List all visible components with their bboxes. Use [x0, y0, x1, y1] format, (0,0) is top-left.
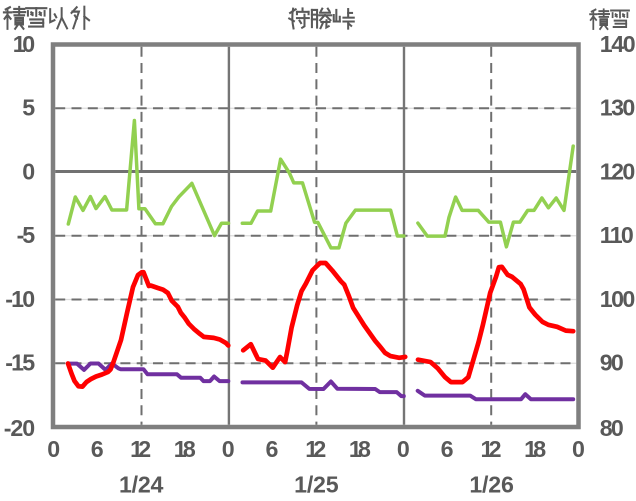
- svg-text:12: 12: [305, 436, 326, 462]
- svg-text:1/25: 1/25: [294, 472, 339, 498]
- svg-text:140: 140: [600, 31, 636, 57]
- svg-text:1/24: 1/24: [119, 472, 164, 498]
- svg-text:110: 110: [600, 222, 634, 248]
- svg-text:80: 80: [600, 415, 624, 441]
- svg-text:0: 0: [22, 158, 35, 184]
- svg-text:12: 12: [481, 436, 502, 462]
- svg-text:12: 12: [130, 436, 151, 462]
- svg-text:-5: -5: [17, 222, 36, 248]
- svg-text:6: 6: [441, 436, 454, 462]
- svg-text:0: 0: [572, 436, 585, 462]
- svg-text:-10: -10: [5, 286, 35, 312]
- svg-text:120: 120: [600, 158, 636, 184]
- svg-text:5: 5: [22, 95, 35, 121]
- svg-text:10: 10: [13, 31, 35, 57]
- svg-text:1/26: 1/26: [469, 472, 514, 498]
- svg-text:-15: -15: [5, 350, 35, 376]
- svg-text:0: 0: [47, 436, 60, 462]
- svg-text:18: 18: [174, 436, 196, 462]
- svg-text:130: 130: [600, 95, 636, 121]
- svg-text:18: 18: [349, 436, 371, 462]
- svg-text:90: 90: [600, 350, 624, 376]
- svg-text:100: 100: [600, 286, 636, 312]
- svg-text:0: 0: [222, 436, 235, 462]
- svg-text:0: 0: [397, 436, 410, 462]
- svg-text:6: 6: [91, 436, 104, 462]
- svg-text:18: 18: [524, 436, 546, 462]
- svg-text:-20: -20: [4, 415, 36, 441]
- svg-text:6: 6: [266, 436, 279, 462]
